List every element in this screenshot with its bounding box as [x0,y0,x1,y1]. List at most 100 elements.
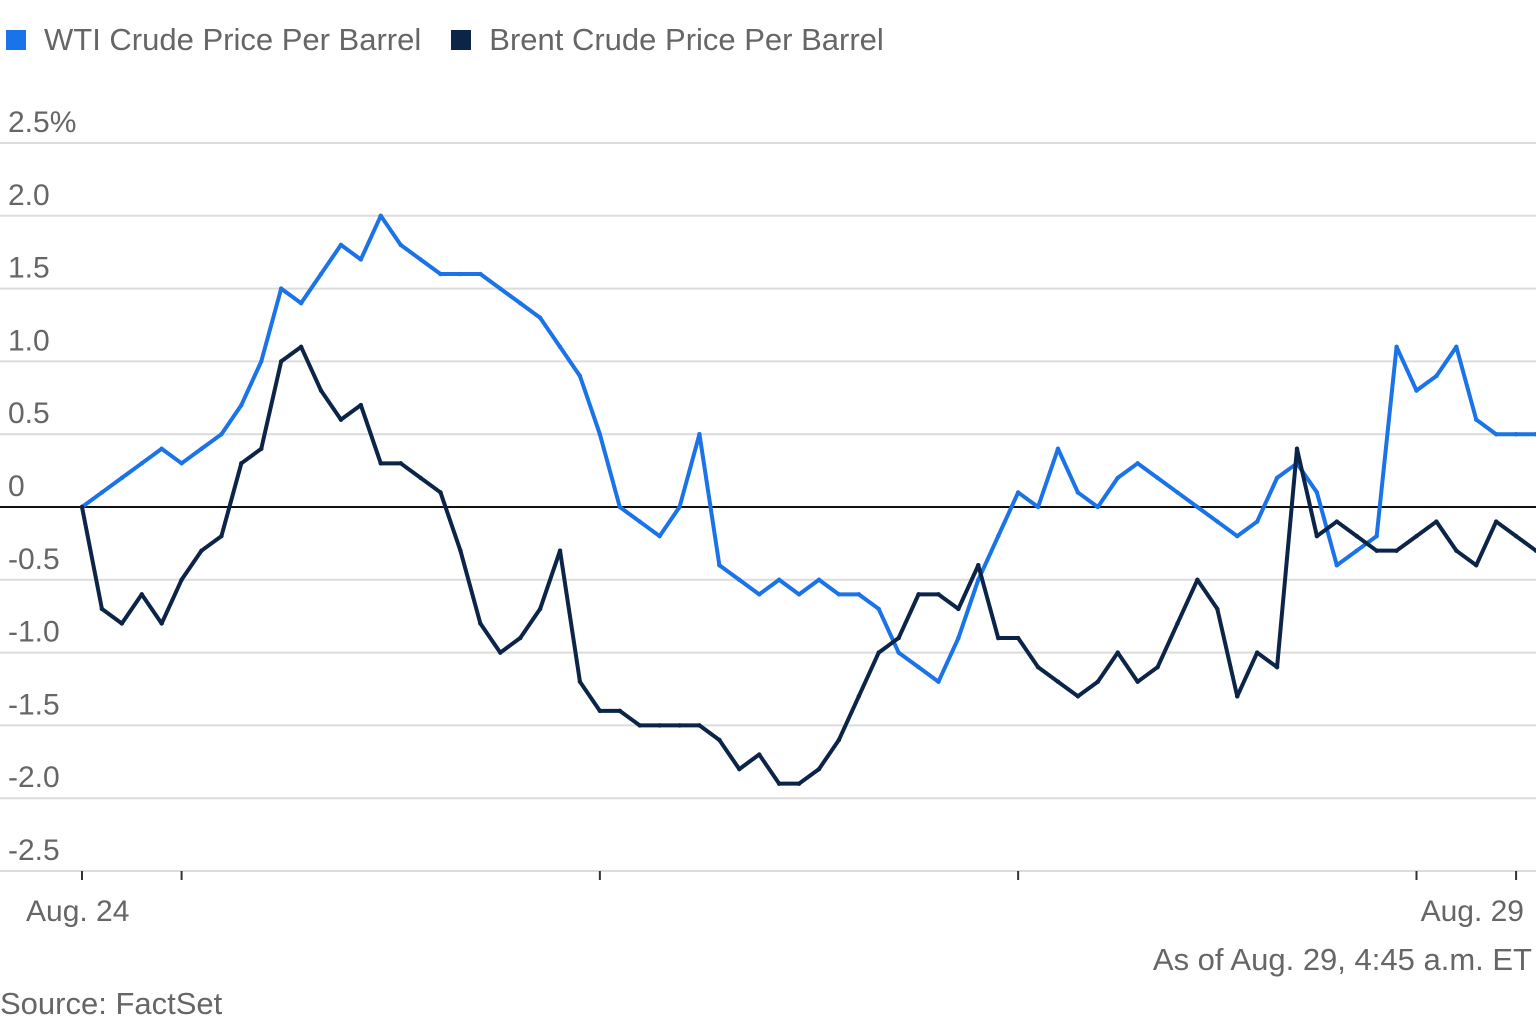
data-point[interactable] [1075,694,1081,699]
data-point[interactable] [1493,519,1499,524]
data-point[interactable] [796,781,802,786]
data-point[interactable] [517,300,523,306]
data-point[interactable] [498,286,503,291]
data-point[interactable] [896,635,901,641]
data-point[interactable] [1374,548,1379,553]
data-point[interactable] [956,635,961,641]
data-point[interactable] [478,621,483,626]
data-point[interactable] [1334,563,1340,568]
data-point[interactable] [378,213,383,218]
legend-item-wti[interactable]: WTI Crude Price Per Barrel [6,22,421,58]
data-point[interactable] [1414,388,1419,393]
data-point[interactable] [1135,461,1140,466]
data-point[interactable] [796,592,802,597]
data-point[interactable] [318,388,324,393]
data-point[interactable] [99,606,105,612]
data-point[interactable] [856,592,861,597]
data-point[interactable] [1015,635,1021,641]
data-point[interactable] [677,723,682,728]
data-point[interactable] [1314,490,1320,495]
data-point[interactable] [1533,432,1536,437]
data-point[interactable] [1274,664,1280,670]
data-point[interactable] [856,694,861,699]
data-point[interactable] [597,708,603,714]
data-point[interactable] [657,533,662,539]
data-point[interactable] [199,548,204,553]
data-point[interactable] [737,577,742,582]
data-point[interactable] [119,621,125,626]
data-point[interactable] [697,432,702,437]
data-point[interactable] [1195,577,1200,582]
data-point[interactable] [876,650,881,655]
data-point[interactable] [139,461,144,466]
data-point[interactable] [418,475,423,481]
data-point[interactable] [1235,694,1240,699]
data-point[interactable] [79,504,85,510]
data-point[interactable] [318,271,324,277]
data-point[interactable] [1454,548,1459,553]
data-point[interactable] [1095,679,1101,684]
data-point[interactable] [298,344,304,350]
data-point[interactable] [537,315,543,320]
data-point[interactable] [757,752,762,757]
data-point[interactable] [418,257,423,262]
data-point[interactable] [617,708,622,714]
data-point[interactable] [1254,519,1260,524]
data-point[interactable] [1075,490,1081,495]
data-point[interactable] [1474,417,1479,422]
data-point[interactable] [996,635,1001,641]
legend-item-brent[interactable]: Brent Crude Price Per Barrel [451,22,884,58]
data-point[interactable] [1115,650,1120,655]
data-point[interactable] [816,577,822,582]
data-point[interactable] [259,359,264,364]
data-point[interactable] [438,271,443,277]
data-point[interactable] [637,723,642,728]
data-point[interactable] [179,461,184,466]
data-point[interactable] [378,461,383,466]
data-point[interactable] [1434,373,1439,379]
data-point[interactable] [199,446,204,451]
data-point[interactable] [1035,504,1041,510]
data-point[interactable] [278,286,284,291]
data-point[interactable] [1175,490,1180,495]
data-point[interactable] [1454,344,1459,350]
data-point[interactable] [956,606,961,612]
data-point[interactable] [1354,548,1359,553]
data-point[interactable] [557,344,563,350]
data-point[interactable] [1334,519,1340,524]
data-point[interactable] [517,635,523,641]
data-point[interactable] [278,359,284,364]
data-point[interactable] [1135,679,1140,684]
data-point[interactable] [577,679,583,684]
data-point[interactable] [697,723,702,728]
data-point[interactable] [916,664,921,670]
data-point[interactable] [1474,563,1479,568]
data-point[interactable] [119,475,125,481]
data-point[interactable] [338,417,344,422]
data-point[interactable] [1055,446,1061,451]
data-point[interactable] [936,592,941,597]
data-point[interactable] [1294,446,1300,451]
data-point[interactable] [1354,533,1359,539]
data-point[interactable] [617,504,622,510]
data-point[interactable] [239,402,244,408]
data-point[interactable] [1533,548,1536,553]
data-point[interactable] [1374,533,1379,539]
data-point[interactable] [936,679,941,684]
data-point[interactable] [398,461,403,466]
data-point[interactable] [1314,533,1320,539]
data-point[interactable] [537,606,543,612]
data-point[interactable] [836,737,842,743]
data-point[interactable] [358,402,364,408]
data-point[interactable] [717,737,722,743]
data-point[interactable] [219,432,224,437]
data-point[interactable] [717,563,722,568]
data-point[interactable] [338,242,344,248]
data-point[interactable] [358,257,364,262]
data-point[interactable] [219,533,224,539]
data-point[interactable] [1215,606,1220,612]
data-point[interactable] [239,461,244,466]
data-point[interactable] [976,577,981,582]
data-point[interactable] [737,766,742,772]
data-point[interactable] [1394,548,1399,553]
